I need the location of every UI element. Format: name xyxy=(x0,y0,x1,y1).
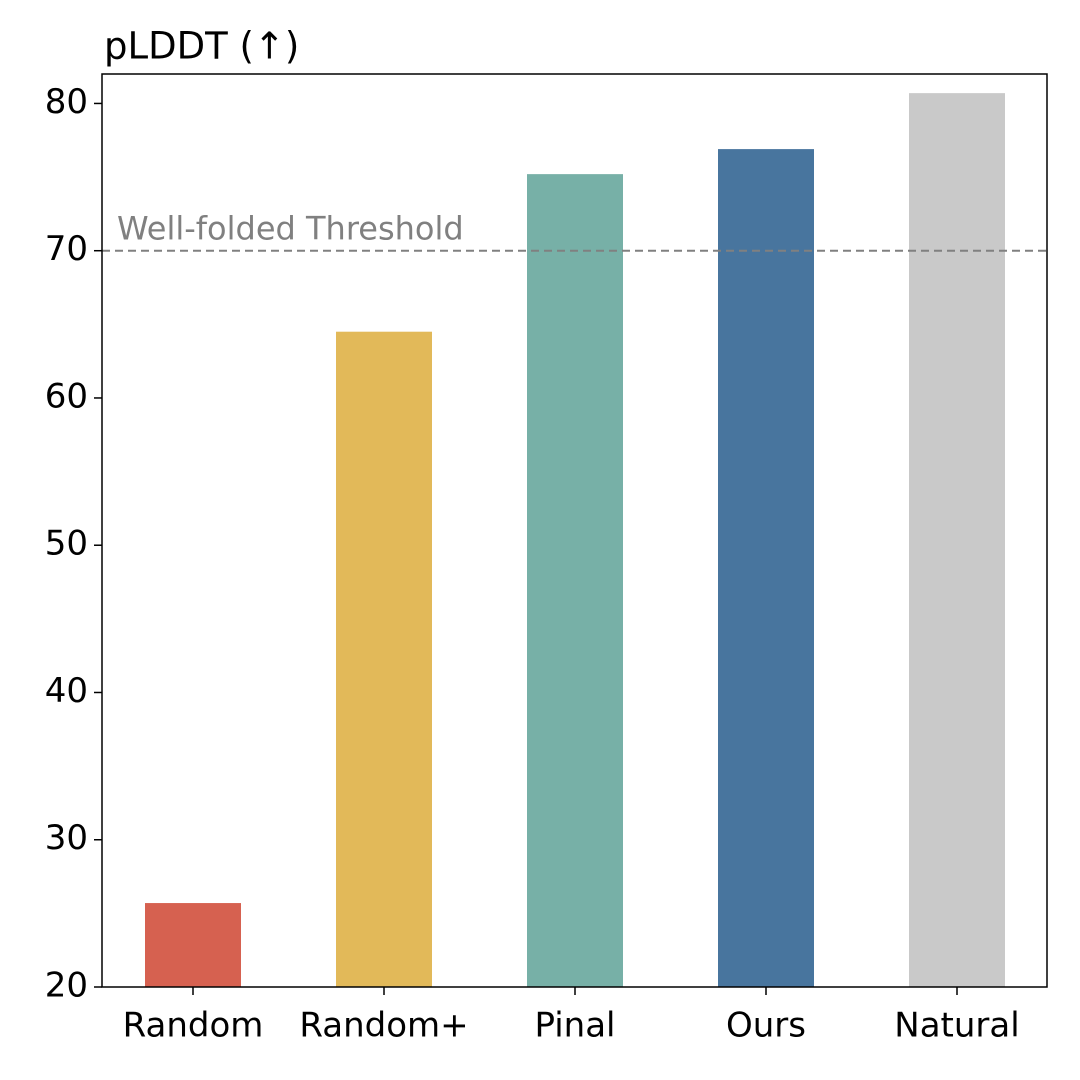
y-tick-label: 80 xyxy=(45,82,88,122)
x-tick-label: Natural xyxy=(894,1006,1019,1046)
x-tick-label: Ours xyxy=(726,1006,806,1046)
bar xyxy=(336,331,432,987)
y-tick-label: 50 xyxy=(45,524,88,564)
bar xyxy=(145,903,241,987)
bar xyxy=(909,93,1005,987)
y-tick-label: 60 xyxy=(45,376,88,416)
x-tick-label: Random+ xyxy=(299,1006,468,1046)
bar xyxy=(718,149,814,987)
bar xyxy=(527,174,623,987)
y-tick-label: 30 xyxy=(45,818,88,858)
y-tick-label: 70 xyxy=(45,229,88,269)
y-tick-label: 20 xyxy=(45,966,88,1006)
x-tick-label: Random xyxy=(123,1006,264,1046)
threshold-label: Well-folded Threshold xyxy=(117,210,464,248)
plot-frame xyxy=(101,73,1048,988)
x-tick-label: Pinal xyxy=(534,1006,615,1046)
y-tick-label: 40 xyxy=(45,671,88,711)
chart-title: pLDDT (↑) xyxy=(104,25,299,68)
